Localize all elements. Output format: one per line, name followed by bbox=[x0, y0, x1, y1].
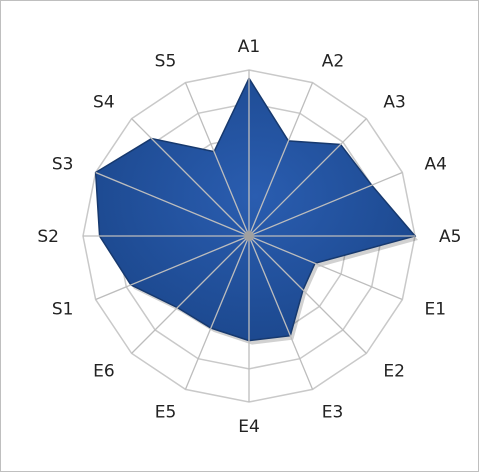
spoke-E3 bbox=[248, 235, 314, 390]
axis-label-E2: E2 bbox=[383, 361, 405, 381]
axis-label-E5: E5 bbox=[155, 403, 177, 423]
axis-label-S3: S3 bbox=[52, 154, 74, 174]
axis-label-E4: E4 bbox=[238, 417, 260, 437]
axis-labels: A1 A2 A3 A4 A5 E1 E2 E3 E4 E5 E6 S1 S2 S3 S4 S5 bbox=[37, 37, 461, 437]
spoke-S3 bbox=[95, 171, 250, 237]
spoke-A3 bbox=[248, 118, 367, 237]
axis-label-S2: S2 bbox=[37, 227, 59, 247]
axis-label-S5: S5 bbox=[155, 51, 177, 71]
center-dot bbox=[244, 231, 254, 241]
spoke-E5 bbox=[184, 235, 250, 390]
axis-label-A1: A1 bbox=[238, 37, 260, 57]
axis-label-A5: A5 bbox=[439, 227, 461, 247]
spoke-S5 bbox=[184, 82, 250, 237]
spoke-E1 bbox=[248, 235, 403, 301]
series-area bbox=[94, 76, 417, 342]
spoke-A4 bbox=[248, 171, 403, 237]
radar-series bbox=[94, 76, 419, 345]
axis-label-A2: A2 bbox=[322, 51, 344, 71]
axis-label-A4: A4 bbox=[425, 154, 447, 174]
spoke-S4 bbox=[131, 118, 250, 237]
spoke-A2 bbox=[248, 82, 314, 237]
axis-label-E6: E6 bbox=[93, 361, 115, 381]
axis-label-S1: S1 bbox=[52, 300, 74, 320]
axis-label-A3: A3 bbox=[383, 93, 405, 113]
spoke-S1 bbox=[95, 235, 250, 301]
axis-label-E1: E1 bbox=[425, 300, 447, 320]
axis-label-S4: S4 bbox=[93, 93, 115, 113]
spoke-E6 bbox=[131, 235, 250, 354]
axis-label-E3: E3 bbox=[322, 403, 344, 423]
radar-spokes bbox=[83, 70, 415, 402]
spoke-E2 bbox=[248, 235, 367, 354]
